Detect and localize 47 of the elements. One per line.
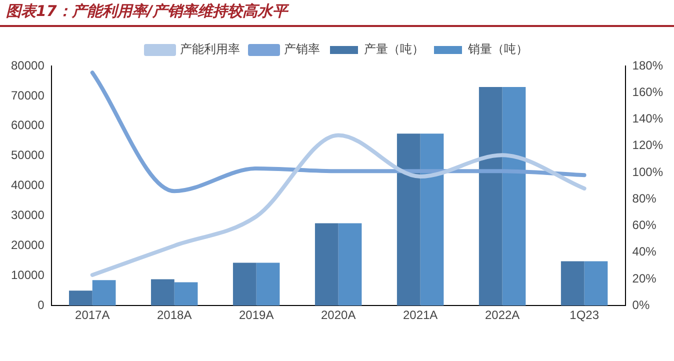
y2-tick-label: 100% [632,164,664,179]
y2-tick-label: 60% [632,218,657,232]
bar [150,279,174,306]
x-tick-label: 1Q23 [570,308,600,322]
x-tick-label: 2019A [238,308,274,322]
bar [174,282,198,306]
y-tick-label: 0 [38,298,45,312]
y2-tick-label: 160% [632,84,664,99]
x-tick-label: 2018A [157,308,192,322]
y2-tick-label: 20% [632,271,657,286]
legend-label: 产销率 [284,42,320,56]
y-tick-label: 30000 [10,208,45,222]
bar [232,262,256,306]
x-tick-label: 2020A [320,308,356,322]
y2-tick-label: 80% [632,191,657,206]
bar [584,261,608,306]
legend-label: 产量（吨） [364,42,424,56]
y-tick-label: 10000 [10,268,45,282]
bar [396,134,420,306]
y-tick-label: 70000 [10,88,45,102]
x-tick-label: 2017A [75,308,110,322]
chart-title: 图表17：产能利用率/产销率维持较高水平 [6,2,288,21]
legend-label: 销量（吨） [467,42,528,56]
y-tick-label: 50000 [10,148,45,162]
x-tick-label: 2021A [402,308,438,322]
y2-tick-label: 40% [632,244,657,259]
bar [338,223,362,306]
x-tick-label: 2022A [484,308,520,322]
bar [92,280,116,306]
bar [560,261,584,306]
line-series [90,70,586,194]
y2-tick-label: 120% [632,138,664,152]
y2-tick-label: 140% [632,112,664,126]
y-tick-label: 60000 [10,118,45,132]
line-series [90,133,586,277]
bar [502,86,526,306]
bar [256,262,280,306]
bar [314,223,338,306]
legend-label: 产能利用率 [180,42,240,56]
bar [478,86,502,306]
y2-tick-label: 180% [632,58,664,72]
bar [420,134,444,306]
y2-tick-label: 0% [632,298,650,312]
bar [69,290,92,306]
y-tick-label: 20000 [10,238,45,252]
y-tick-label: 80000 [10,58,45,72]
y-tick-label: 40000 [10,178,45,192]
